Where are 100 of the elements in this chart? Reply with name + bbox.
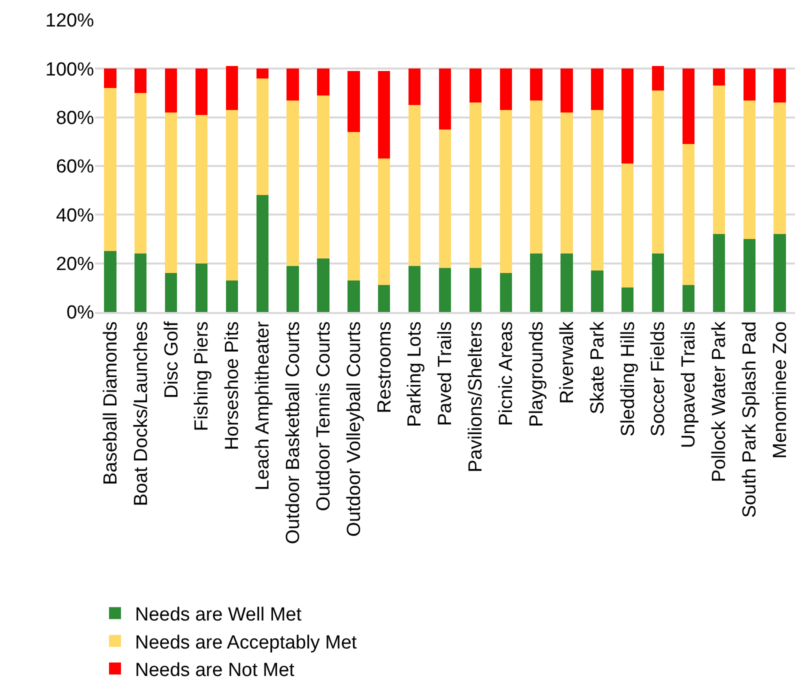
bar [378,71,390,159]
bar [500,273,512,312]
x-tick-label: Sledding Hills [618,321,639,436]
bar [226,280,238,312]
bar [712,68,725,86]
bar [256,68,268,78]
y-tick-label: 100% [45,59,94,80]
bar [469,68,482,103]
bar [438,130,452,268]
bar [317,95,330,258]
bar [348,132,360,280]
y-tick-label: 60% [56,156,94,178]
bar [286,68,299,100]
bar [408,105,421,266]
x-tick-label: Horseshoe Pits [222,321,244,450]
bar [104,88,116,252]
bar [774,102,786,234]
bar [104,68,116,88]
bar [530,68,542,100]
bar [256,195,268,312]
x-tick-label: Baseball Diamonds [100,321,122,486]
x-tick-label: Outdoor Volleyball Courts [344,321,365,537]
x-tick-label: Fishing Piers [192,321,213,432]
bar [286,100,299,266]
bar [591,68,604,110]
bar [591,110,604,271]
bar [408,68,421,106]
bar [500,110,512,274]
bar [256,78,268,196]
bar [743,100,756,239]
bar [712,86,725,234]
x-tick-label: Disc Golf [161,320,182,398]
bar [622,68,634,164]
x-tick-label: Unpaved Trails [678,321,700,448]
bar [165,273,178,312]
bar [134,68,147,93]
bar [195,263,208,312]
x-tick-label: South Park Splash Pad [740,321,761,518]
bar [652,66,664,91]
bar [530,100,542,254]
bar [774,234,786,312]
bar [591,270,604,312]
bar [165,112,178,274]
bar [226,110,238,280]
y-tick-label: 80% [56,108,94,129]
bar [195,114,208,264]
x-tick-label: Paved Trails [435,321,456,426]
bar [408,266,421,312]
bar [348,71,360,132]
bar [286,266,299,312]
x-tick-label: Skate Park [587,320,608,414]
y-tick-label: 20% [56,254,94,275]
bar [438,68,452,130]
bar [652,254,664,312]
bar [134,254,147,312]
bar [743,239,756,312]
bar [195,68,208,115]
legend-label: Needs are Acceptably Met [135,632,358,654]
legend-label: Needs are Not Met [135,660,296,681]
bar [560,112,573,254]
legend-label: Needs are Well Met [135,604,302,626]
x-tick-label: Restrooms [374,321,396,414]
bar [774,68,786,103]
bar [622,288,634,312]
bar [378,158,390,286]
x-tick-label: Parking Lots [404,321,426,427]
bar [652,90,664,254]
x-tick-label: Picnic Areas [496,321,518,426]
y-tick-label: 0% [66,302,94,324]
y-tick-label: 40% [56,205,94,226]
bar [682,144,695,286]
y-tick-label: 120% [45,10,94,32]
x-tick-label: Playgrounds [526,321,548,427]
bar [530,254,542,312]
bar [500,68,512,110]
bar [560,254,573,312]
bar [469,268,482,312]
x-tick-label: Outdoor Basketball Courts [283,321,304,544]
x-tick-label: Leach Amphitheater [252,320,274,490]
bar [378,285,390,312]
bar [317,68,330,96]
x-tick-label: Outdoor Tennis Courts [313,321,334,512]
bar [560,68,573,112]
x-tick-label: Pollock Water Park [709,320,730,482]
bar [348,280,360,312]
bar [104,251,116,312]
bar [712,234,725,312]
x-tick-label: Pavilions/Shelters [466,321,487,472]
bar [743,68,756,100]
bar [682,68,695,144]
bar [226,66,238,110]
bar [165,68,178,112]
bar [469,102,482,268]
x-tick-label: Riverwalk [556,320,578,404]
bar [622,164,634,288]
x-tick-label: Soccer Fields [648,321,670,436]
x-tick-label: Menominee Zoo [770,321,791,459]
x-tick-label: Boat Docks/Launches [130,321,152,506]
bar [134,93,147,254]
bar [438,268,452,312]
